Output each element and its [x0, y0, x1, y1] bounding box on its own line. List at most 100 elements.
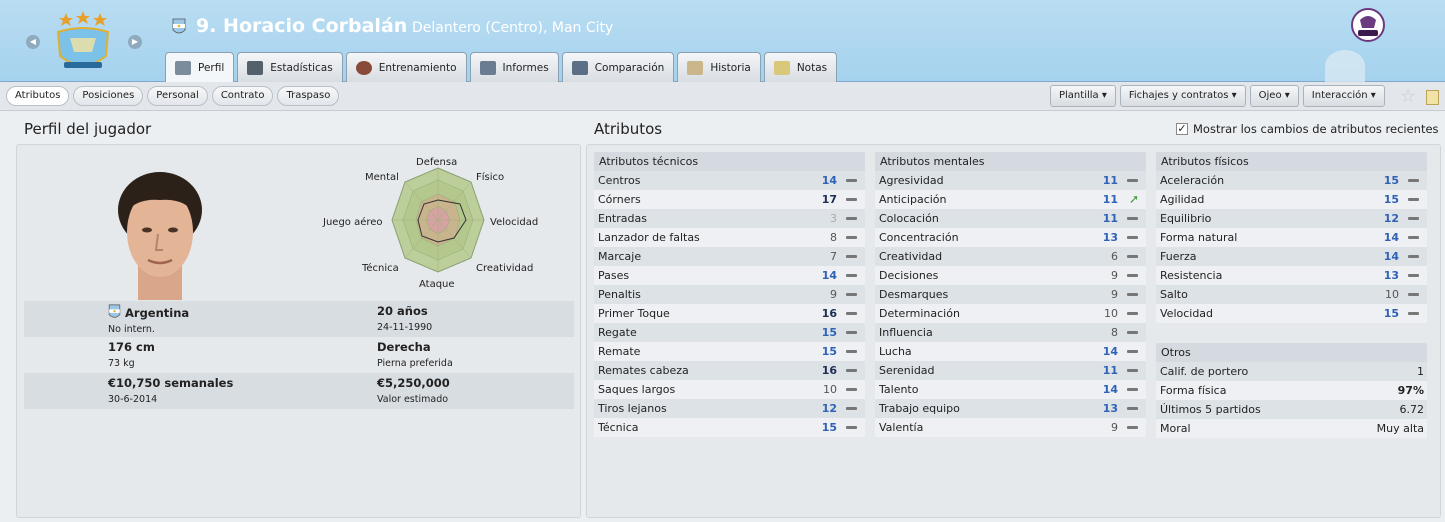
radar-polygon — [391, 167, 485, 273]
attribute-value: 10 — [1385, 288, 1399, 301]
attribute-row[interactable]: Marcaje 7 — [594, 247, 865, 266]
profile-heading: Perfil del jugador — [24, 120, 152, 138]
attribute-row[interactable]: Talento 14 — [875, 380, 1146, 399]
attribute-value: 9 — [1111, 421, 1118, 434]
attribute-row[interactable]: Centros 14 — [594, 171, 865, 190]
attribute-row[interactable]: Desmarques 9 — [875, 285, 1146, 304]
attribute-row[interactable]: Primer Toque 16 — [594, 304, 865, 323]
radar-label-mental: Mental — [365, 172, 399, 183]
height: 176 cm — [108, 340, 155, 354]
subnav-contrato[interactable]: Contrato — [211, 86, 274, 106]
attribute-row[interactable]: Técnica 15 — [594, 418, 865, 437]
tab-informes[interactable]: Informes — [469, 52, 559, 82]
tecnicos-title: Atributos técnicos — [594, 152, 865, 171]
attribute-row[interactable]: Agresividad 11 — [875, 171, 1146, 190]
attribute-value: 15 — [1383, 193, 1399, 206]
attribute-row[interactable]: Lanzador de faltas 8 — [594, 228, 865, 247]
tab-estadísticas[interactable]: Estadísticas — [237, 52, 343, 82]
menu-1[interactable]: Plantilla ▾ — [1050, 85, 1116, 107]
preferred-foot-label: Pierna preferida — [377, 358, 453, 369]
attribute-row[interactable]: Velocidad 15 — [1156, 304, 1427, 323]
show-changes-toggle[interactable]: ✓ Mostrar los cambios de atributos recie… — [1176, 122, 1439, 136]
attribute-row[interactable]: Valentía 9 — [875, 418, 1146, 437]
stable-trend-icon — [1127, 331, 1138, 334]
player-position-club[interactable]: Delantero (Centro), Man City — [412, 20, 614, 36]
subnav-posiciones[interactable]: Posiciones — [73, 86, 144, 106]
attribute-name: Trabajo equipo — [879, 402, 960, 415]
attribute-name: Saques largos — [598, 383, 676, 396]
attribute-value: 6 — [1111, 250, 1118, 263]
radar-label-tecnica: Técnica — [362, 263, 399, 274]
attribute-row[interactable]: Decisiones 9 — [875, 266, 1146, 285]
sub-toolbar: Atributos Posiciones Personal Contrato Trasp… — [0, 82, 1445, 111]
other-value: 6.72 — [1399, 403, 1425, 416]
attribute-row[interactable]: Remates cabeza 16 — [594, 361, 865, 380]
menu-3[interactable]: Ojeo ▾ — [1249, 85, 1299, 107]
stable-trend-icon — [1408, 198, 1419, 201]
stable-trend-icon — [1127, 350, 1138, 353]
attribute-value: 16 — [821, 307, 837, 320]
improving-arrow-icon: ➚ — [1128, 192, 1139, 206]
attribute-row[interactable]: Influencia 8 — [875, 323, 1146, 342]
attribute-name: Colocación — [879, 212, 939, 225]
subnav-personal[interactable]: Personal — [147, 86, 208, 106]
otros-title: Otros — [1156, 343, 1427, 362]
attribute-row[interactable]: Colocación 11 — [875, 209, 1146, 228]
menu-4[interactable]: Interacción ▾ — [1302, 85, 1385, 107]
previous-arrow-icon[interactable]: ◀ — [26, 35, 40, 49]
attribute-name: Determinación — [879, 307, 960, 320]
attribute-row[interactable]: Saques largos 10 — [594, 380, 865, 399]
attribute-name: Lanzador de faltas — [598, 231, 700, 244]
attribute-row[interactable]: Remate 15 — [594, 342, 865, 361]
tab-label: Historia — [710, 61, 751, 74]
radar-label-defensa: Defensa — [416, 157, 458, 168]
next-arrow-icon[interactable]: ▶ — [128, 35, 142, 49]
show-changes-checkbox[interactable]: ✓ — [1176, 122, 1188, 135]
attribute-row[interactable]: Concentración 13 — [875, 228, 1146, 247]
attribute-row[interactable]: Determinación 10 — [875, 304, 1146, 323]
attribute-row[interactable]: Forma natural 14 — [1156, 228, 1427, 247]
attribute-row[interactable]: Anticipación 11 ➚ — [875, 190, 1146, 209]
tab-comparación[interactable]: Comparación — [561, 52, 675, 82]
attribute-row[interactable]: Aceleración 15 — [1156, 171, 1427, 190]
subnav-atributos[interactable]: Atributos — [6, 86, 70, 106]
tab-notas[interactable]: Notas — [763, 52, 838, 82]
attribute-row[interactable]: Agilidad 15 — [1156, 190, 1427, 209]
menu-label: Interacción — [1311, 90, 1371, 101]
attribute-row[interactable]: Regate 15 — [594, 323, 865, 342]
attribute-row[interactable]: Creatividad 6 — [875, 247, 1146, 266]
subnav-traspaso[interactable]: Traspaso — [277, 86, 340, 106]
attribute-row[interactable]: Lucha 14 — [875, 342, 1146, 361]
menu-label: Plantilla — [1059, 90, 1102, 101]
attribute-value: 9 — [1111, 288, 1118, 301]
report-icon — [479, 60, 496, 75]
attribute-row[interactable]: Resistencia 13 — [1156, 266, 1427, 285]
tab-label: Entrenamiento — [378, 61, 457, 74]
wage[interactable]: €10,750 semanales — [108, 376, 234, 390]
stable-trend-icon — [1127, 369, 1138, 372]
nationality[interactable]: Argentina — [125, 306, 190, 320]
attribute-value: 10 — [1104, 307, 1118, 320]
radar-label-velocidad: Velocidad — [490, 217, 539, 228]
tab-perfil[interactable]: Perfil — [165, 52, 235, 83]
add-note-icon[interactable] — [1426, 90, 1439, 105]
attribute-name: Remate — [598, 345, 641, 358]
tab-entrenamiento[interactable]: Entrenamiento — [345, 52, 467, 82]
attribute-row[interactable]: Penaltis 9 — [594, 285, 865, 304]
star-icon[interactable]: ☆ — [1400, 86, 1417, 107]
attribute-row[interactable]: Salto 10 — [1156, 285, 1427, 304]
attribute-row[interactable]: Trabajo equipo 13 — [875, 399, 1146, 418]
menu-2[interactable]: Fichajes y contratos ▾ — [1119, 85, 1246, 107]
attribute-row[interactable]: Córners 17 — [594, 190, 865, 209]
stable-trend-icon — [846, 274, 857, 277]
attribute-row[interactable]: Tiros lejanos 12 — [594, 399, 865, 418]
stable-trend-icon — [1408, 274, 1419, 277]
attribute-row[interactable]: Pases 14 — [594, 266, 865, 285]
other-value: Muy alta — [1376, 422, 1424, 435]
attribute-row[interactable]: Fuerza 14 — [1156, 247, 1427, 266]
attribute-row[interactable]: Equilibrio 12 — [1156, 209, 1427, 228]
tab-historia[interactable]: Historia — [677, 52, 761, 82]
menu-label: Fichajes y contratos — [1128, 90, 1232, 101]
attribute-row[interactable]: Serenidad 11 — [875, 361, 1146, 380]
attribute-row[interactable]: Entradas 3 — [594, 209, 865, 228]
